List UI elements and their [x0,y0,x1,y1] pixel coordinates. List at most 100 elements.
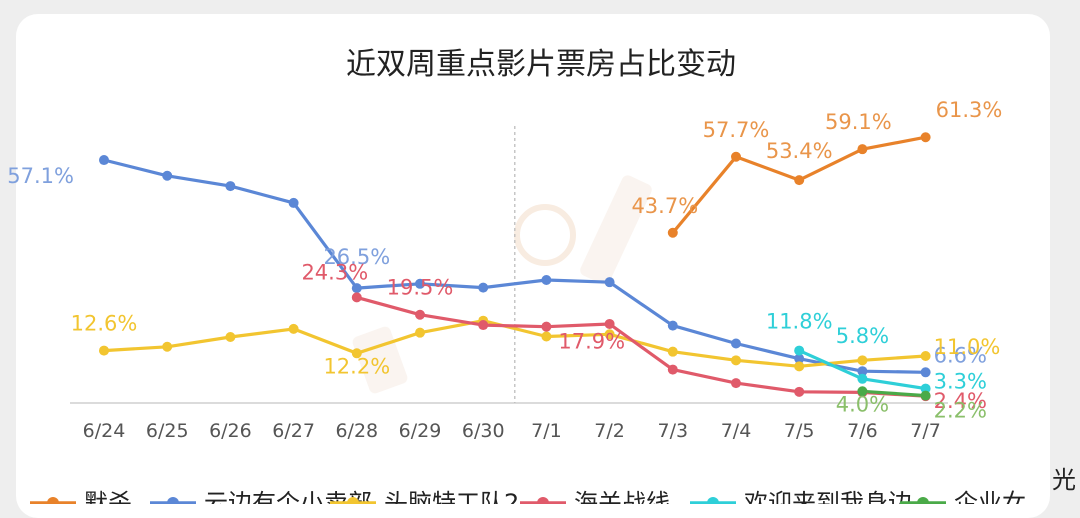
data-point [225,332,236,342]
data-labels: 57.1% 26.5% 6.6% 12.6% 12.2% 11.0% 24.3% 19.5% 1… [7,98,1002,422]
data-label: 2.2% [934,399,987,423]
data-point [857,366,868,377]
data-label: 61.3% [936,98,1003,122]
data-point [351,348,362,359]
series-line [356,295,926,398]
x-tick-label: 7/5 [784,420,815,442]
data-label: 26.5% [323,245,390,269]
legend-swatch-dot [347,497,359,504]
x-tick-label: 6/24 [83,420,126,442]
data-point [857,355,868,366]
x-tick-label: 7/4 [721,420,752,442]
data-point [541,321,552,332]
data-point [857,386,868,397]
data-label: 2.4% [934,389,987,413]
data-label: 57.1% [7,164,74,188]
data-label: 6.6% [934,343,987,367]
data-label: 24.3% [301,260,368,284]
data-label: 3.3% [934,370,987,394]
data-point [351,283,362,294]
data-point [857,144,868,155]
legend-label: 默杀 [84,489,132,504]
x-tick-label: 7/2 [594,420,625,442]
x-tick-label: 7/3 [658,420,689,442]
data-point [162,170,173,181]
watermark [352,175,652,394]
data-point [731,378,741,389]
data-label: 43.7% [631,194,698,218]
series-line [103,319,926,368]
data-point [857,373,868,384]
x-tick-label: 7/1 [531,420,562,442]
x-tick-label: 6/26 [209,420,252,442]
data-label: 5.8% [836,324,889,348]
legend-label: 欢迎来到我身边 [744,489,912,504]
data-label: 59.1% [825,110,892,134]
x-tick-label: 6/30 [462,420,505,442]
data-point [541,331,552,342]
data-point [288,197,299,208]
data-label: 17.9% [558,330,625,354]
series-lines [103,135,926,398]
chart-title: 近双周重点影片票房占比变动 [346,47,736,82]
x-tick-label: 6/29 [399,420,442,442]
data-point [667,227,678,238]
corner-mark: 光 [1052,466,1076,494]
legend-swatch-dot [47,497,59,504]
legend-label: 头脑特工队2 [384,489,519,504]
data-point [920,383,931,394]
x-tick-label: 7/6 [847,420,878,442]
data-point [541,275,552,285]
data-point [604,318,615,329]
data-point [731,151,741,162]
line-chart: 近双周重点影片票房占比变动 6/24 6/25 6/26 6/27 6/28 6/29 6/… [7,47,1076,504]
series-line [103,158,926,374]
data-point [667,364,678,375]
data-label: 53.4% [766,139,833,163]
data-point [478,320,489,331]
data-label: 4.0% [836,392,889,416]
legend-swatch-dot [537,497,549,504]
data-point [604,329,615,340]
legend-swatch-dot [707,497,719,504]
data-point [604,277,615,288]
data-point [794,361,805,372]
data-point [794,175,805,186]
data-point [415,309,425,320]
x-tick-label: 6/25 [146,420,189,442]
chart-card [16,14,1050,518]
data-label: 12.6% [71,312,138,336]
x-tick-label: 6/28 [335,420,378,442]
data-point [731,338,741,349]
data-point [667,346,678,357]
data-point [794,386,805,397]
data-label: 19.5% [387,276,454,300]
legend-swatch-dot [167,497,179,504]
data-point [794,345,805,356]
data-point [415,327,425,338]
data-label: 57.7% [703,118,770,142]
data-point [667,320,678,331]
data-point [920,390,931,401]
series-line [862,389,926,398]
data-point [415,278,425,289]
data-point [794,353,805,364]
data-point [920,367,931,378]
data-point [99,345,109,356]
legend: 默杀 云边有个小卖部 头脑特工队2 海关战线 欢迎来到我身边 企业女 [30,489,1026,504]
x-tick-label: 6/27 [272,420,315,442]
data-point [478,282,489,293]
data-point [920,132,931,143]
series-points [99,132,931,402]
x-axis-ticks: 6/24 6/25 6/26 6/27 6/28 6/29 6/30 7/1 7/2 7/3 7/4… [83,420,941,442]
data-label: 11.0% [934,335,1001,359]
data-label: 11.8% [766,310,833,334]
data-point [351,292,362,303]
data-point [731,355,741,366]
legend-swatch-dot [917,497,929,504]
x-tick-label: 7/7 [910,420,941,442]
data-label: 12.2% [323,354,390,378]
data-point [99,155,109,166]
data-point [225,181,236,192]
data-point [162,341,173,352]
